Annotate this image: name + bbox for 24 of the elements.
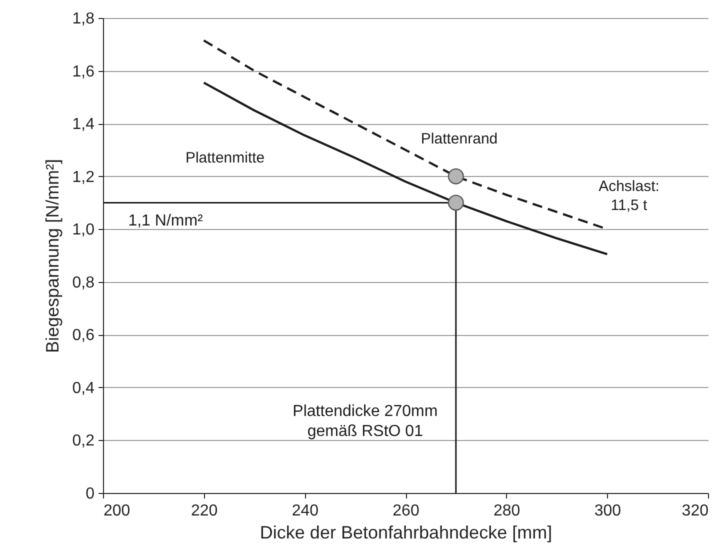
x-tick-label: 280 <box>493 502 520 520</box>
y-axis-title: Biegespannung [N/mm²] <box>42 158 62 354</box>
x-tick-label: 320 <box>682 502 709 520</box>
y-tick-label: 1,0 <box>72 222 95 239</box>
y-tick-label: 0,6 <box>72 327 95 344</box>
annotation: Achslast: 11,5 t <box>598 178 660 214</box>
x-tick-label: 260 <box>392 502 420 520</box>
y-tick-label: 0,8 <box>72 274 95 292</box>
text: Plattenmitte <box>185 149 265 166</box>
y-tick-label: 1,6 <box>72 63 95 80</box>
x-tick-label: 220 <box>190 502 218 520</box>
y-tick-label: 0,2 <box>72 432 95 450</box>
ref-line-label: Plattendicke 270mm gemäß RStO 01 <box>292 403 438 440</box>
x-tick-label: 300 <box>594 502 622 520</box>
y-tick-label: 1,2 <box>72 168 95 186</box>
ref-line-label: 1,1 N/mm² <box>128 212 204 230</box>
y-tick-label: 0 <box>86 486 95 502</box>
y-tick-label: 1,8 <box>72 10 95 28</box>
x-axis-title: Dicke der Betonfahrbahndecke [mm] <box>260 522 552 542</box>
y-tick-label: 0,4 <box>72 380 95 397</box>
x-tick-label: 240 <box>292 502 319 520</box>
series-label: Plattenrand <box>420 130 498 148</box>
x-tick-label: 200 <box>104 502 130 520</box>
y-tick-label: 1,4 <box>72 116 95 134</box>
